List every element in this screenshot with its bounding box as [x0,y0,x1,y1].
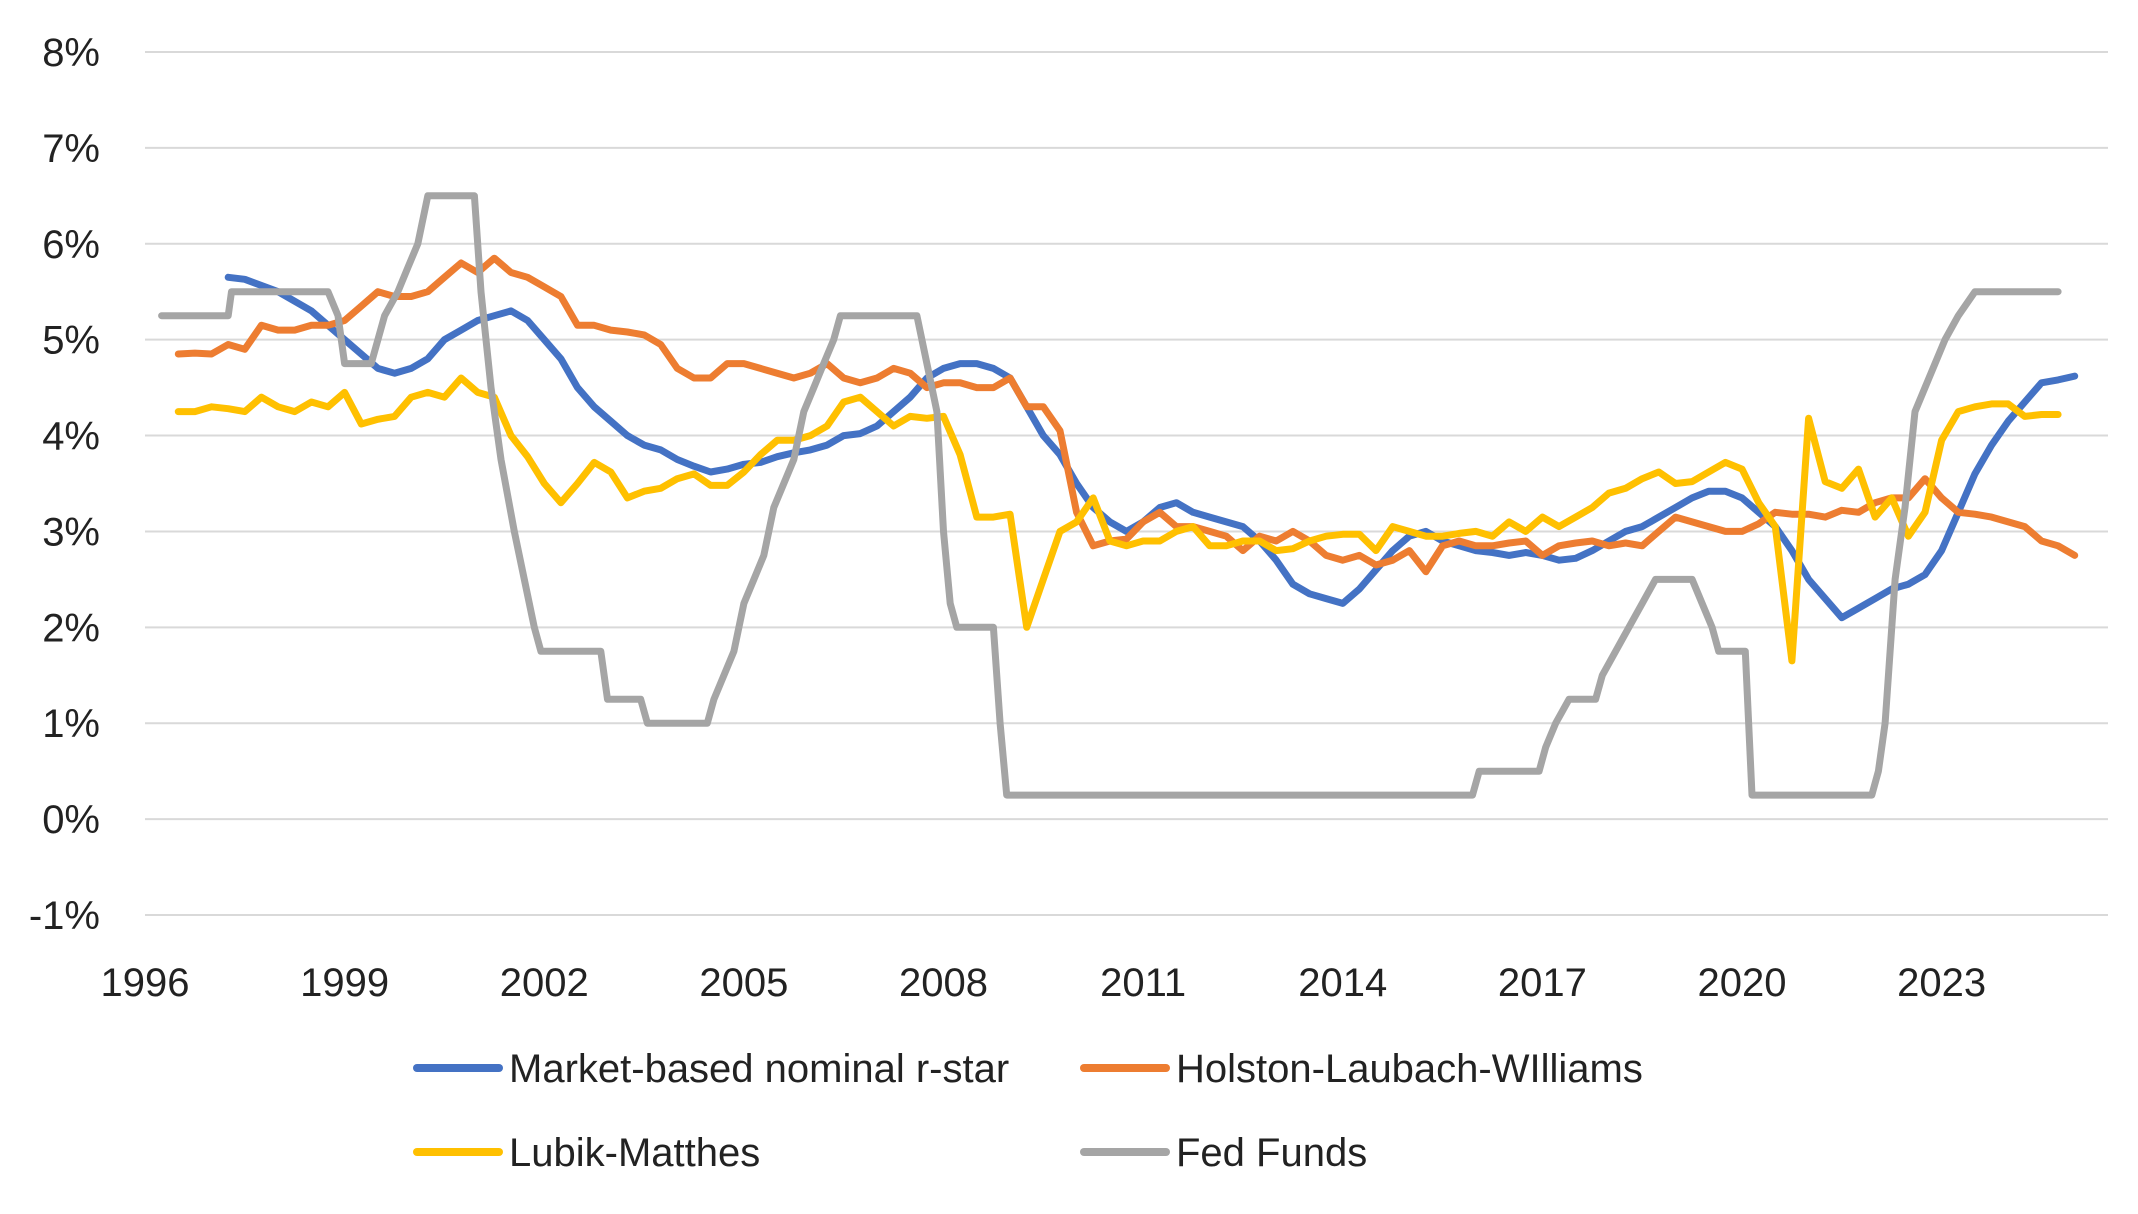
series-line-holston-laubach-williams [174,254,2079,576]
x-tick-label: 2023 [1897,961,1986,1005]
y-tick-label: 0% [42,798,100,842]
x-tick-label: 2008 [899,961,988,1005]
x-tick-label: 1996 [101,961,190,1005]
y-tick-label: 7% [42,127,100,171]
y-axis-tick-labels: 8% 7% 6% 5% 4% 3% 2% 1% 0% -1% [29,31,100,938]
y-tick-label: 2% [42,606,100,650]
legend-label-holston-laubach-williams: Holston-Laubach-WIlliams [1176,1047,1643,1091]
x-tick-label: 2002 [500,961,589,1005]
x-tick-label: 2014 [1298,961,1387,1005]
y-tick-label: -1% [29,894,100,938]
legend: Market-based nominal r-star Holston-Lauba… [413,1047,1643,1175]
x-tick-label: 2017 [1498,961,1587,1005]
y-tick-label: 1% [42,702,100,746]
series-lines [158,192,2079,799]
series-line-fed-funds [158,192,2062,799]
y-tick-label: 3% [42,510,100,554]
y-tick-label: 6% [42,223,100,267]
x-tick-label: 1999 [300,961,389,1005]
y-tick-label: 4% [42,415,100,459]
legend-label-market-based-nominal-r-star: Market-based nominal r-star [509,1047,1009,1091]
y-tick-label: 5% [42,319,100,363]
x-tick-label: 2020 [1698,961,1787,1005]
legend-label-lubik-matthes: Lubik-Matthes [509,1131,760,1175]
x-axis-tick-labels: 1996 1999 2002 2005 2008 2011 2014 2017 2020 2023 [101,961,1987,1005]
x-tick-label: 2005 [699,961,788,1005]
gridlines [145,51,2108,916]
x-tick-label: 2011 [1100,961,1186,1005]
legend-label-fed-funds: Fed Funds [1176,1131,1367,1175]
series-line-lubik-matthes [174,374,2062,665]
y-tick-label: 8% [42,31,100,75]
